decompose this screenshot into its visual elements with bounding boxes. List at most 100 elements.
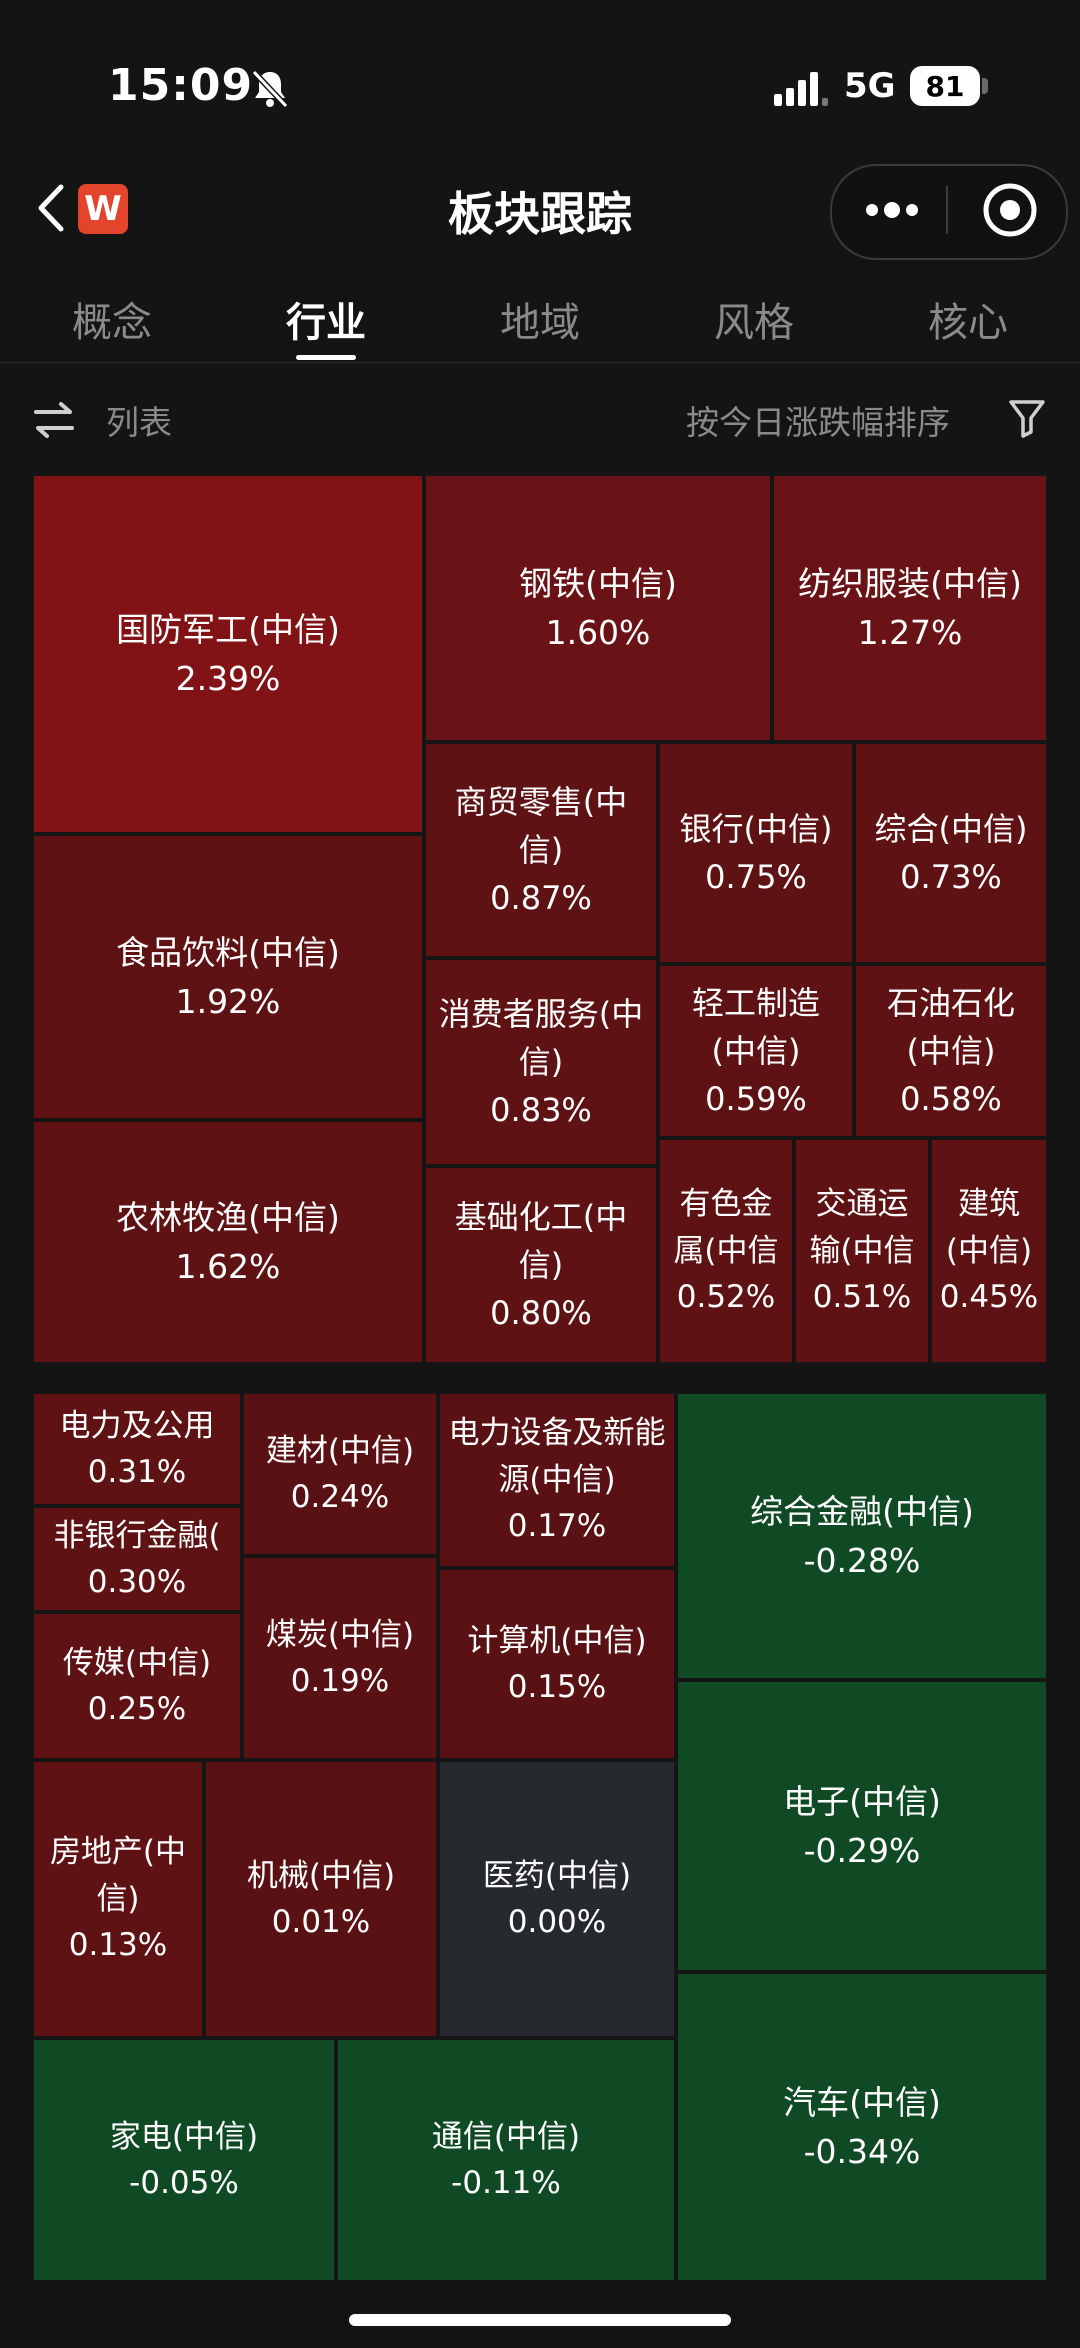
close-button[interactable] — [964, 174, 1056, 246]
battery-nub — [982, 78, 988, 94]
sector-change: -0.11% — [451, 2165, 561, 2201]
sector-tile[interactable]: 综合(中信) 0.73% — [854, 742, 1048, 964]
sector-name: 建材(中信) — [265, 1432, 415, 1469]
sector-change: -0.28% — [803, 1541, 921, 1580]
sector-name: 基础化工(中信) — [454, 1198, 628, 1284]
sector-name: 医药(中信) — [482, 1857, 632, 1894]
app-logo: W — [78, 184, 128, 234]
sector-tile[interactable]: 轻工制造(中信) 0.59% — [658, 964, 854, 1138]
active-tab-indicator — [296, 355, 356, 360]
tab-industry[interactable]: 行业 — [286, 300, 366, 346]
chevron-left-icon — [38, 184, 64, 232]
sector-change: 1.92% — [175, 982, 281, 1021]
sector-tile[interactable]: 国防军工(中信) 2.39% — [32, 474, 424, 834]
sector-tile[interactable]: 房地产(中信) 0.13% — [32, 1760, 204, 2038]
status-time: 15:09 — [108, 60, 254, 111]
sector-tile[interactable]: 消费者服务(中信) 0.83% — [424, 958, 658, 1166]
sector-tile[interactable]: 传媒(中信) 0.25% — [32, 1612, 242, 1760]
sector-change: 0.51% — [812, 1279, 912, 1316]
sector-tile[interactable]: 机械(中信) 0.01% — [204, 1760, 438, 2038]
sector-tile[interactable]: 电力设备及新能源(中信) 0.17% — [438, 1392, 676, 1568]
sector-tile[interactable]: 汽车(中信) -0.34% — [676, 1972, 1048, 2282]
sector-tile[interactable]: 医药(中信) 0.00% — [438, 1760, 676, 2038]
sector-change: -0.05% — [129, 2165, 239, 2201]
sector-change: 0.80% — [490, 1294, 592, 1332]
sort-selector[interactable]: 按今日涨跌幅排序 — [686, 403, 950, 442]
sector-change: -0.29% — [803, 1831, 921, 1870]
sector-name: 石油石化(中信) — [886, 984, 1015, 1070]
sector-tile[interactable]: 商贸零售(中信) 0.87% — [424, 742, 658, 958]
sector-tile[interactable]: 纺织服装(中信) 1.27% — [772, 474, 1048, 742]
sector-name: 钢铁(中信) — [519, 563, 677, 603]
sector-name: 家电(中信) — [109, 2118, 259, 2155]
sector-tile[interactable]: 电子(中信) -0.29% — [676, 1680, 1048, 1972]
sector-tile[interactable]: 钢铁(中信) 1.60% — [424, 474, 772, 742]
sector-tile[interactable]: 基础化工(中信) 0.80% — [424, 1166, 658, 1364]
tab-region[interactable]: 地域 — [500, 300, 580, 346]
tab-concept[interactable]: 概念 — [72, 300, 152, 346]
page-title: 板块跟踪 — [448, 187, 632, 241]
tab-core[interactable]: 核心 — [928, 300, 1008, 346]
sector-change: 0.58% — [900, 1080, 1002, 1118]
sector-change: -0.34% — [803, 2132, 921, 2171]
sector-change: 0.45% — [939, 1279, 1039, 1316]
sector-tile[interactable]: 有色金属(中信 0.52% — [658, 1138, 794, 1364]
sector-change: 0.30% — [87, 1564, 187, 1600]
sector-tile[interactable]: 通信(中信) -0.11% — [336, 2038, 676, 2282]
sector-change: 0.59% — [705, 1080, 807, 1118]
sector-change: 0.00% — [507, 1904, 607, 1940]
sector-name: 食品饮料(中信) — [116, 932, 340, 972]
sector-change: 0.13% — [68, 1927, 168, 1964]
sector-name: 纺织服装(中信) — [798, 563, 1022, 603]
sector-tile[interactable]: 建筑(中信) 0.45% — [930, 1138, 1048, 1364]
sector-name: 汽车(中信) — [783, 2082, 941, 2122]
sector-name: 建筑(中信) — [945, 1186, 1033, 1269]
battery-icon: 81 — [910, 66, 980, 106]
filter-icon[interactable] — [1008, 398, 1046, 438]
sector-name: 计算机(中信) — [467, 1622, 647, 1659]
sector-name: 综合(中信) — [874, 810, 1028, 848]
sector-change: 0.15% — [507, 1669, 607, 1705]
sector-name: 电力设备及新能源(中信) — [448, 1415, 666, 1498]
more-button[interactable] — [846, 174, 938, 246]
sector-change: 0.31% — [87, 1454, 187, 1490]
back-button[interactable] — [22, 176, 78, 240]
list-view-toggle[interactable]: 列表 — [106, 403, 172, 442]
sector-tile[interactable]: 家电(中信) -0.05% — [32, 2038, 336, 2282]
sector-name: 农林牧渔(中信) — [116, 1197, 340, 1237]
swap-arrows-icon[interactable] — [30, 396, 78, 444]
sector-change: 2.39% — [175, 659, 281, 698]
sector-name: 有色金属(中信 — [673, 1186, 779, 1269]
sector-change: 1.60% — [545, 613, 651, 652]
sector-change: 0.73% — [900, 858, 1002, 896]
tab-style[interactable]: 风格 — [714, 300, 794, 346]
home-indicator[interactable] — [349, 2314, 731, 2326]
sector-tile[interactable]: 计算机(中信) 0.15% — [438, 1568, 676, 1760]
more-dots-icon — [866, 202, 918, 218]
sector-tile[interactable]: 非银行金融( 0.30% — [32, 1506, 242, 1612]
sector-change: 0.19% — [290, 1663, 390, 1699]
sector-name: 机械(中信) — [246, 1857, 396, 1894]
sector-name: 电子(中信) — [783, 1781, 941, 1821]
sector-name: 轻工制造(中信) — [691, 984, 820, 1070]
sector-name: 商贸零售(中信) — [454, 783, 628, 869]
sector-change: 0.01% — [271, 1904, 371, 1940]
sector-tile[interactable]: 电力及公用 0.31% — [32, 1392, 242, 1506]
sector-tile[interactable]: 银行(中信) 0.75% — [658, 742, 854, 964]
sector-tile[interactable]: 石油石化(中信) 0.58% — [854, 964, 1048, 1138]
sector-tile[interactable]: 食品饮料(中信) 1.92% — [32, 834, 424, 1120]
sector-change: 0.52% — [676, 1279, 776, 1316]
sector-tile[interactable]: 农林牧渔(中信) 1.62% — [32, 1120, 424, 1364]
target-close-icon — [983, 183, 1037, 237]
sector-name: 消费者服务(中信) — [438, 995, 644, 1081]
sector-change: 0.75% — [705, 858, 807, 896]
sector-change: 0.87% — [490, 879, 592, 917]
sector-tile[interactable]: 综合金融(中信) -0.28% — [676, 1392, 1048, 1680]
sector-change: 0.17% — [507, 1508, 607, 1545]
tab-divider — [0, 362, 1080, 363]
logo-letter: W — [84, 189, 122, 229]
sector-tile[interactable]: 建材(中信) 0.24% — [242, 1392, 438, 1556]
sector-tile[interactable]: 煤炭(中信) 0.19% — [242, 1556, 438, 1760]
sector-tile[interactable]: 交通运输(中信 0.51% — [794, 1138, 930, 1364]
sector-name: 国防军工(中信) — [116, 609, 340, 649]
